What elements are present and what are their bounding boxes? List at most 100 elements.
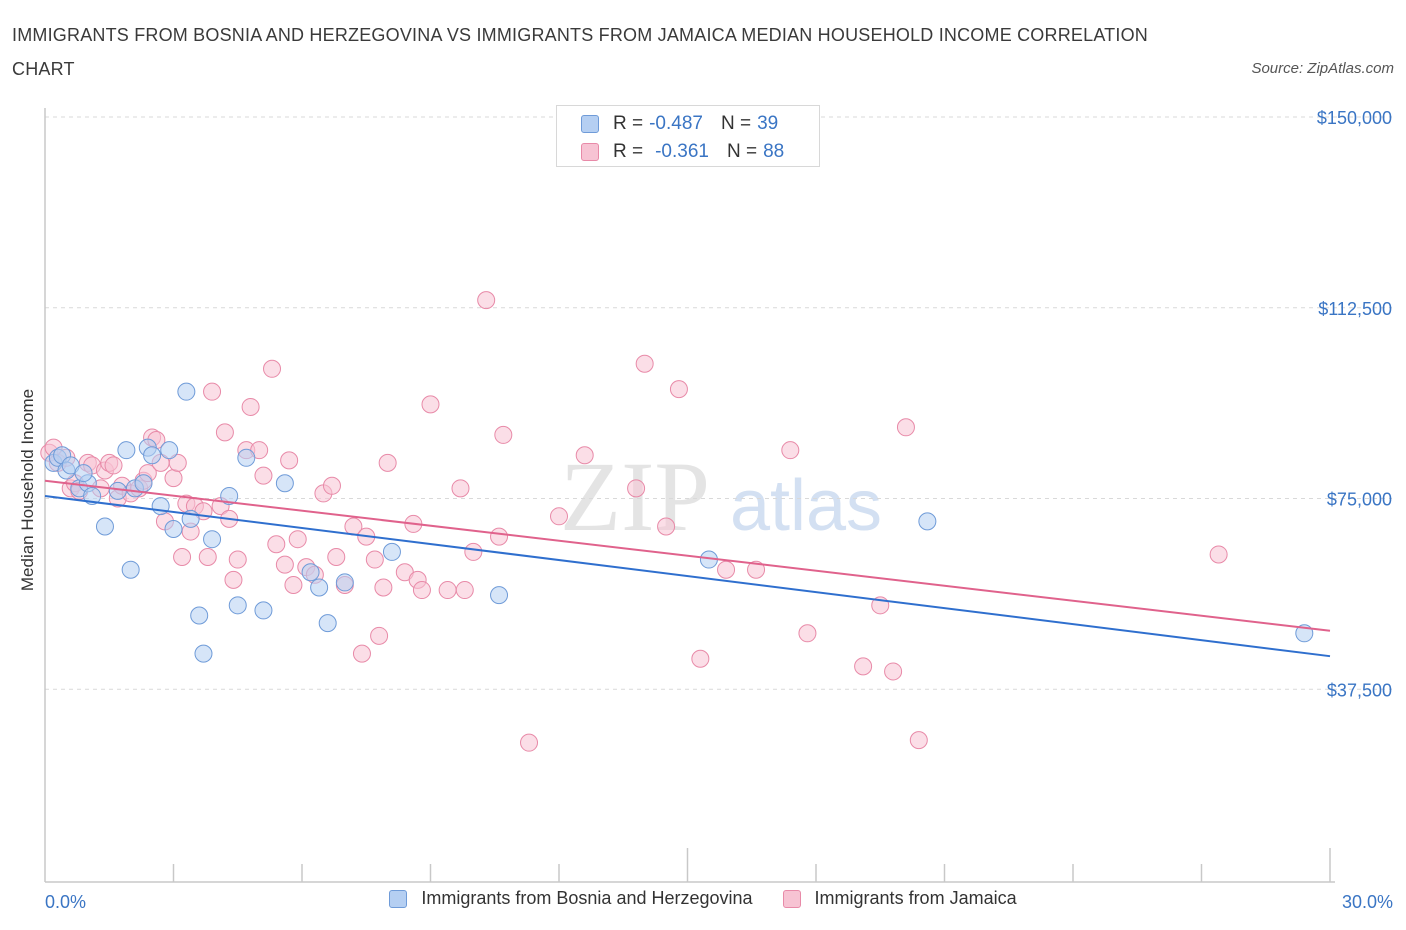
y-tick-label: $112,500	[1318, 299, 1392, 319]
legend-r-value: -0.487	[649, 113, 703, 134]
x-tick-label-min: 0.0%	[45, 892, 87, 912]
series-bosnia-points	[44, 382, 1314, 663]
jamaica-point	[224, 570, 243, 589]
jamaica-point	[378, 453, 397, 472]
legend-swatch-bosnia	[581, 115, 599, 133]
jamaica-point	[241, 397, 260, 416]
jamaica-point	[657, 517, 676, 536]
chart-title: IMMIGRANTS FROM BOSNIA AND HERZEGOVINA V…	[12, 25, 1148, 79]
bosnia-point	[164, 520, 183, 539]
jamaica-point	[288, 530, 307, 549]
bosnia-point	[490, 586, 509, 605]
jamaica-point	[284, 575, 303, 594]
jamaica-point	[263, 359, 282, 378]
legend-swatch-jamaica	[581, 143, 599, 161]
bosnia-point	[117, 441, 136, 460]
jamaica-point	[717, 560, 736, 579]
jamaica-point	[798, 624, 817, 643]
bosnia-point	[382, 542, 401, 561]
jamaica-point	[352, 644, 371, 663]
legend-swatch-bosnia	[389, 889, 408, 908]
bosnia-point	[301, 563, 320, 582]
jamaica-point	[494, 425, 513, 444]
jamaica-point	[575, 446, 594, 465]
jamaica-point	[215, 423, 234, 442]
bosnia-point	[134, 474, 153, 493]
jamaica-point	[691, 649, 710, 668]
legend-label-bosnia: Immigrants from Bosnia and Herzegovina	[421, 888, 753, 908]
legend-row-jamaica: R = -0.361 N = 88	[581, 140, 784, 164]
jamaica-point	[164, 469, 183, 488]
jamaica-point	[412, 581, 431, 600]
bosnia-point	[310, 578, 329, 597]
jamaica-point	[104, 456, 123, 475]
axes	[44, 108, 1335, 883]
jamaica-point	[168, 453, 187, 472]
jamaica-point	[490, 527, 509, 546]
bosnia-point	[335, 573, 354, 592]
legend-n-label: N =	[720, 113, 752, 134]
jamaica-point	[198, 547, 217, 566]
bosnia-trend-line	[44, 494, 1331, 658]
bosnia-point	[121, 560, 140, 579]
series-legend: Immigrants from Bosnia and Herzegovina I…	[0, 888, 1406, 909]
bosnia-point	[220, 486, 239, 505]
bosnia-point	[254, 601, 273, 620]
legend-row-bosnia: R = -0.487 N = 39	[581, 112, 778, 136]
jamaica-point	[627, 479, 646, 498]
jamaica-point	[421, 395, 440, 414]
bosnia-point	[74, 464, 93, 483]
jamaica-point	[781, 441, 800, 460]
bosnia-point	[318, 614, 337, 633]
jamaica-point	[884, 662, 903, 681]
bosnia-point	[160, 441, 179, 460]
jamaica-point	[365, 550, 384, 569]
legend-r-value: -0.361	[655, 141, 709, 162]
gridlines	[45, 116, 1392, 690]
jamaica-point	[438, 581, 457, 600]
jamaica-point	[203, 382, 222, 401]
legend-item-jamaica: Immigrants from Jamaica	[782, 888, 1017, 909]
legend-n-label: N =	[726, 141, 758, 162]
watermark-atlas: atlas	[730, 466, 882, 546]
y-tick-labels: $37,500 $75,000 $112,500 $150,000	[1317, 108, 1392, 700]
jamaica-trend-line	[44, 479, 1331, 632]
jamaica-point	[322, 476, 341, 495]
jamaica-point	[228, 550, 247, 569]
legend-label-jamaica: Immigrants from Jamaica	[814, 888, 1017, 908]
legend-swatch-jamaica	[782, 889, 801, 908]
jamaica-point	[520, 733, 539, 752]
y-tick-label: $37,500	[1327, 680, 1392, 700]
bosnia-point	[83, 486, 102, 505]
jamaica-point	[370, 626, 389, 645]
jamaica-point	[275, 555, 294, 574]
jamaica-point	[451, 479, 470, 498]
jamaica-point	[747, 560, 766, 579]
bosnia-point	[194, 644, 213, 663]
jamaica-point	[254, 466, 273, 485]
jamaica-point	[896, 418, 915, 437]
legend-r-label: R =	[613, 141, 644, 162]
bosnia-point	[203, 530, 222, 549]
jamaica-point	[909, 731, 928, 750]
legend-n-value: 88	[763, 141, 785, 162]
legend-r-label: R =	[613, 113, 644, 134]
jamaica-point	[464, 542, 483, 561]
bosnia-point	[228, 596, 247, 615]
legend-n-value: 39	[757, 113, 779, 134]
jamaica-point	[173, 547, 192, 566]
y-tick-label: $75,000	[1327, 490, 1392, 510]
bosnia-point	[190, 606, 209, 625]
bosnia-point	[237, 448, 256, 467]
bosnia-point	[143, 446, 162, 465]
jamaica-point	[1209, 545, 1228, 564]
jamaica-point	[327, 547, 346, 566]
jamaica-point	[455, 581, 474, 600]
legend-item-bosnia: Immigrants from Bosnia and Herzegovina	[389, 888, 753, 909]
jamaica-point	[550, 507, 568, 526]
bosnia-point	[95, 517, 114, 536]
bosnia-point	[275, 474, 294, 493]
trend-lines	[44, 479, 1331, 658]
y-tick-label: $150,000	[1317, 108, 1392, 128]
